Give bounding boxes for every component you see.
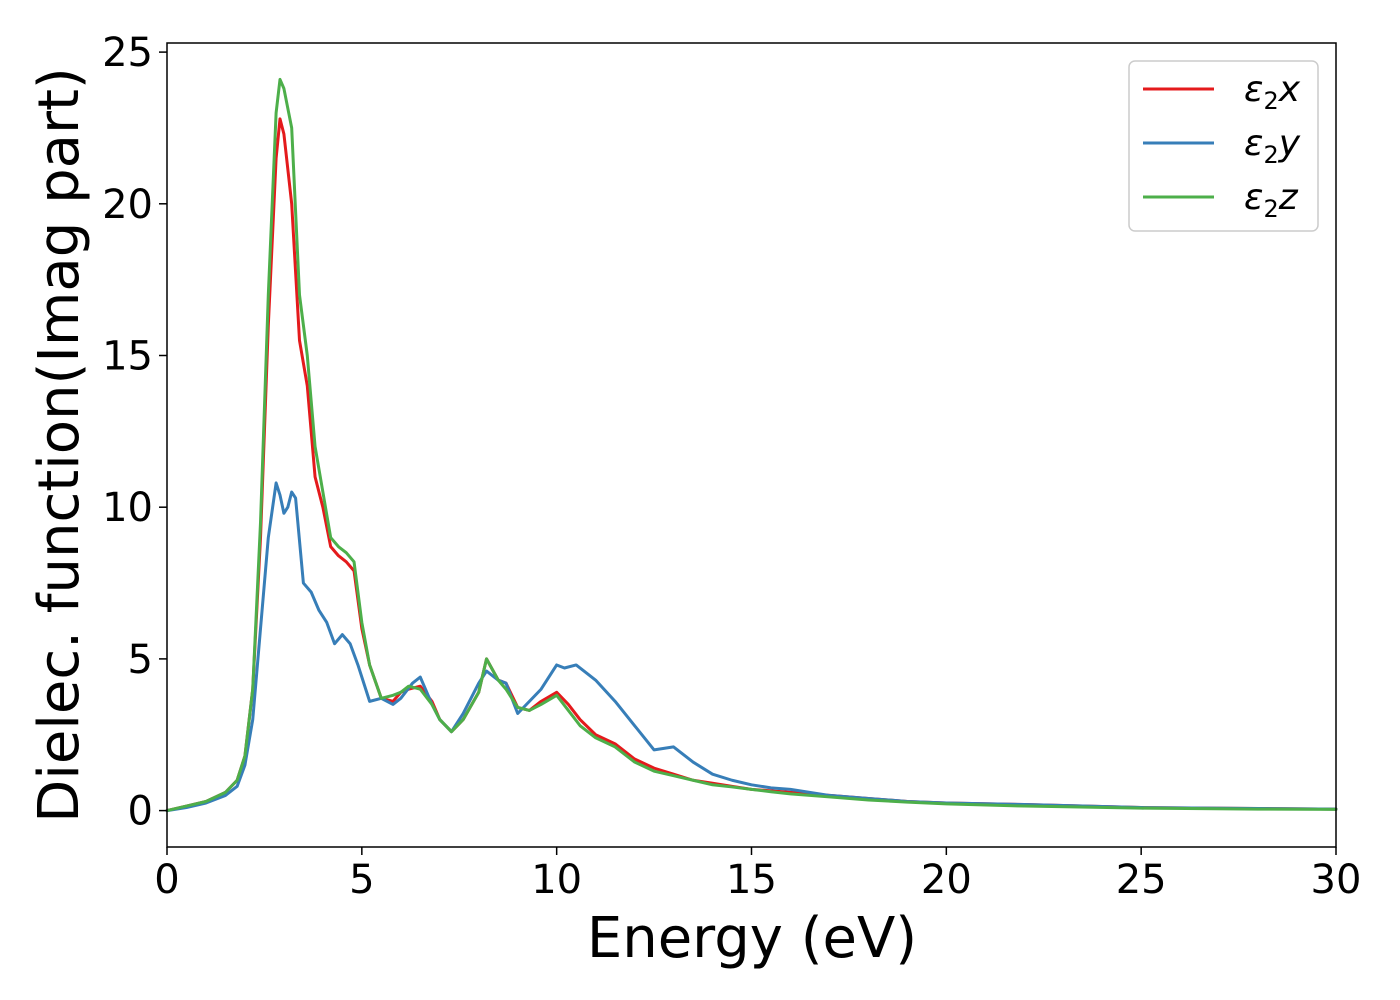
y-tick-label: 5 [128, 637, 153, 683]
y-tick-label: 20 [102, 182, 153, 228]
y-tick-label: 0 [128, 789, 153, 835]
x-tick-label: 25 [1116, 857, 1167, 903]
x-tick-label: 0 [154, 857, 179, 903]
x-tick-label: 15 [726, 857, 777, 903]
x-axis-title: Energy (eV) [587, 906, 917, 971]
x-tick-label: 20 [921, 857, 972, 903]
legend: ε2x ε2y ε2z [1128, 60, 1319, 232]
y-tick-label: 15 [102, 333, 153, 379]
y-tick-label: 10 [102, 485, 153, 531]
axes-layer: 0 5 10 15 20 25 30 0 5 10 15 20 25 [102, 30, 1361, 903]
series-line-z [165, 77, 1338, 813]
y-tick-label: 25 [102, 30, 153, 76]
legend-box [1128, 60, 1319, 232]
series-layer [165, 77, 1338, 813]
legend-label-z: ε2z [1244, 177, 1299, 223]
y-axis-title: Dielec. function(Imag part) [27, 67, 92, 823]
legend-label-y: ε2y [1244, 123, 1301, 169]
x-tick-label: 30 [1311, 857, 1362, 903]
legend-label-x: ε2x [1244, 69, 1301, 115]
x-tick-label: 5 [349, 857, 374, 903]
x-tick-label: 10 [531, 857, 582, 903]
